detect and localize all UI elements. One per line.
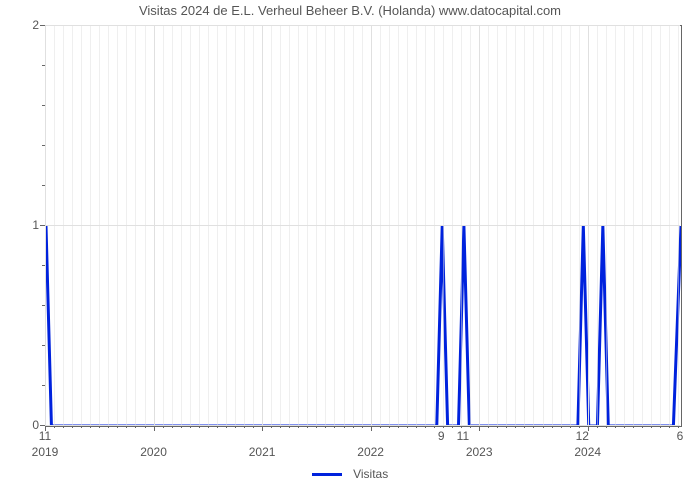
legend: Visitas — [0, 467, 700, 481]
grid-v-minor — [660, 25, 661, 425]
grid-v-minor — [570, 25, 571, 425]
grid-v-line — [371, 25, 372, 425]
grid-v-minor — [199, 25, 200, 425]
grid-v-line — [154, 25, 155, 425]
grid-v-minor — [126, 25, 127, 425]
grid-v-minor — [334, 25, 335, 425]
grid-v-minor — [181, 25, 182, 425]
grid-v-minor — [208, 25, 209, 425]
grid-v-minor — [461, 25, 462, 425]
grid-v-minor — [316, 25, 317, 425]
grid-v-minor — [145, 25, 146, 425]
grid-v-minor — [552, 25, 553, 425]
grid-v-minor — [135, 25, 136, 425]
x-tick-label: 2022 — [357, 445, 384, 459]
grid-v-minor — [190, 25, 191, 425]
plot-area — [45, 25, 682, 427]
grid-v-minor — [380, 25, 381, 425]
x-tick-label: 2024 — [574, 445, 601, 459]
grid-v-minor — [307, 25, 308, 425]
grid-v-minor — [99, 25, 100, 425]
data-point-label: 6 — [677, 429, 684, 443]
y-tick-label: 2 — [32, 18, 39, 32]
grid-v-minor — [90, 25, 91, 425]
grid-v-minor — [81, 25, 82, 425]
grid-v-minor — [579, 25, 580, 425]
grid-v-minor — [651, 25, 652, 425]
x-tick-label: 2023 — [466, 445, 493, 459]
data-point-label: 9 — [438, 429, 445, 443]
grid-v-minor — [524, 25, 525, 425]
grid-v-minor — [108, 25, 109, 425]
grid-v-minor — [669, 25, 670, 425]
grid-v-minor — [515, 25, 516, 425]
grid-v-minor — [172, 25, 173, 425]
chart-container: Visitas 2024 de E.L. Verheul Beheer B.V.… — [0, 0, 700, 500]
grid-v-minor — [678, 25, 679, 425]
grid-v-minor — [597, 25, 598, 425]
grid-v-minor — [362, 25, 363, 425]
grid-v-minor — [416, 25, 417, 425]
grid-v-line — [45, 25, 46, 425]
grid-v-minor — [235, 25, 236, 425]
data-point-label: 11 — [39, 429, 51, 443]
grid-v-minor — [289, 25, 290, 425]
x-tick-label: 2020 — [140, 445, 167, 459]
grid-v-line — [588, 25, 589, 425]
grid-v-minor — [63, 25, 64, 425]
grid-v-minor — [488, 25, 489, 425]
grid-v-line — [479, 25, 480, 425]
grid-v-minor — [407, 25, 408, 425]
legend-swatch — [312, 473, 342, 476]
grid-v-minor — [389, 25, 390, 425]
grid-v-minor — [344, 25, 345, 425]
grid-v-minor — [280, 25, 281, 425]
grid-v-minor — [217, 25, 218, 425]
grid-v-minor — [443, 25, 444, 425]
grid-v-minor — [298, 25, 299, 425]
data-point-label: 12 — [576, 429, 589, 443]
grid-v-minor — [244, 25, 245, 425]
line-series — [46, 26, 681, 426]
grid-v-minor — [470, 25, 471, 425]
grid-v-minor — [253, 25, 254, 425]
y-tick-label: 1 — [32, 218, 39, 232]
data-point-label: 11 — [457, 429, 469, 443]
grid-v-minor — [434, 25, 435, 425]
grid-v-minor — [117, 25, 118, 425]
grid-v-minor — [642, 25, 643, 425]
grid-v-minor — [353, 25, 354, 425]
grid-v-minor — [425, 25, 426, 425]
grid-v-minor — [163, 25, 164, 425]
grid-v-line — [262, 25, 263, 425]
grid-v-minor — [72, 25, 73, 425]
grid-v-minor — [271, 25, 272, 425]
grid-v-minor — [497, 25, 498, 425]
grid-v-minor — [543, 25, 544, 425]
grid-v-minor — [561, 25, 562, 425]
grid-h-line — [45, 425, 680, 426]
grid-v-minor — [54, 25, 55, 425]
grid-v-minor — [398, 25, 399, 425]
x-tick-label: 2019 — [32, 445, 59, 459]
grid-v-minor — [633, 25, 634, 425]
grid-v-minor — [325, 25, 326, 425]
grid-v-minor — [615, 25, 616, 425]
grid-v-minor — [606, 25, 607, 425]
grid-v-minor — [226, 25, 227, 425]
legend-label: Visitas — [353, 467, 388, 481]
chart-title: Visitas 2024 de E.L. Verheul Beheer B.V.… — [0, 3, 700, 18]
grid-v-minor — [506, 25, 507, 425]
grid-v-minor — [452, 25, 453, 425]
x-tick-label: 2021 — [249, 445, 276, 459]
grid-v-minor — [533, 25, 534, 425]
grid-v-minor — [624, 25, 625, 425]
